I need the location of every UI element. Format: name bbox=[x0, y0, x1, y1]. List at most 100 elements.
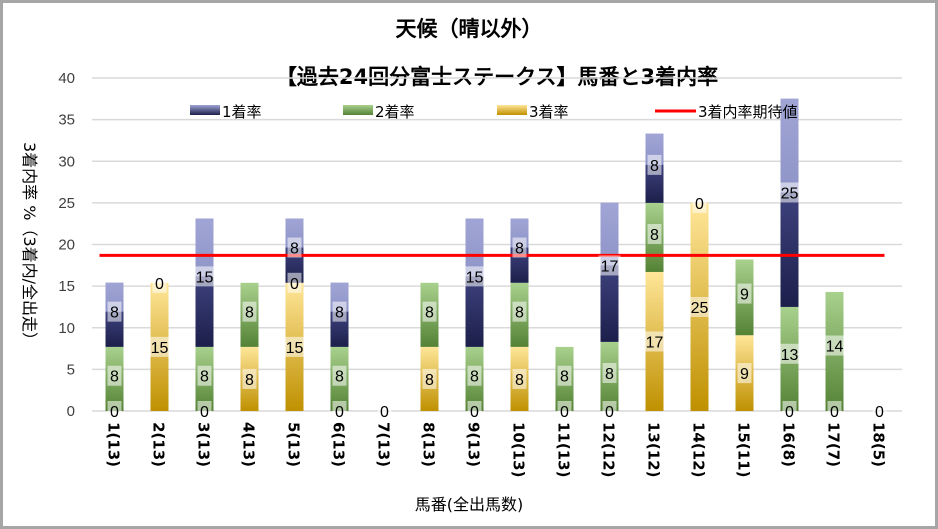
data-label-3rd: 9 bbox=[740, 366, 749, 383]
data-label-bg bbox=[463, 266, 486, 287]
data-label-bg bbox=[332, 365, 347, 386]
y-tick-label: 25 bbox=[58, 195, 75, 212]
legend-label-3rd: 3着率 bbox=[529, 103, 569, 121]
x-tick-label: 3(13) bbox=[195, 422, 213, 467]
bar-1st-highlight bbox=[465, 218, 484, 277]
data-label-bg bbox=[557, 365, 572, 386]
data-label-bg bbox=[647, 154, 662, 175]
x-tick-label: 11(13) bbox=[555, 422, 573, 477]
data-label-bg bbox=[242, 368, 257, 389]
data-label-2nd: 8 bbox=[425, 305, 434, 322]
data-label-bg bbox=[782, 401, 797, 421]
bar-1st-segment bbox=[780, 98, 799, 307]
data-label-bg bbox=[512, 301, 527, 322]
data-label-bg bbox=[737, 283, 752, 304]
data-label-3rd: 0 bbox=[335, 404, 344, 421]
data-label-2nd: 8 bbox=[200, 369, 209, 386]
data-label-bg bbox=[737, 363, 752, 384]
data-label-3rd: 25 bbox=[691, 300, 709, 317]
data-label-2nd: 8 bbox=[245, 305, 254, 322]
data-label-2nd: 8 bbox=[650, 227, 659, 244]
x-tick-label: 14(12) bbox=[690, 422, 708, 477]
legend-swatch-3rd bbox=[497, 105, 527, 115]
data-label-2nd: 0 bbox=[155, 276, 164, 293]
data-label-3rd: 0 bbox=[830, 404, 839, 421]
data-label-3rd: 0 bbox=[605, 404, 614, 421]
data-label-2nd: 8 bbox=[335, 369, 344, 386]
data-label-bg bbox=[148, 336, 171, 357]
data-label-2nd: 0 bbox=[695, 196, 704, 213]
data-label-1st: 8 bbox=[335, 305, 344, 322]
y-axis-title: 3着内率 %（3着内/全出走） bbox=[20, 142, 39, 348]
x-tick-label: 10(13) bbox=[510, 422, 528, 477]
legend: 1着率 2着率 3着率 3着内率期待値 bbox=[190, 103, 798, 121]
data-label-1st: 15 bbox=[196, 269, 214, 286]
data-label-bg bbox=[467, 365, 482, 386]
data-label-bg bbox=[107, 401, 122, 421]
data-label-3rd: 8 bbox=[425, 372, 434, 389]
data-label-bg bbox=[422, 368, 437, 389]
data-label-bg bbox=[287, 272, 302, 293]
y-tick-label: 30 bbox=[58, 153, 75, 170]
data-label-bg bbox=[107, 365, 122, 386]
x-tick-label: 2(13) bbox=[150, 422, 168, 467]
data-labels: 0 8 8 15 0 0 8 15 8 8 15 0 8 0 8 8 0 8 8 0 8 15 8 8 8 0 8 0 8 17 17 8 8 2… bbox=[107, 154, 887, 421]
x-tick-label: 4(13) bbox=[240, 422, 258, 467]
chart-title: 天候（晴以外） bbox=[396, 17, 543, 41]
data-label-bg bbox=[602, 401, 617, 421]
legend-swatch-2nd bbox=[343, 105, 373, 115]
x-tick-label: 9(13) bbox=[465, 422, 483, 467]
data-label-2nd: 8 bbox=[560, 369, 569, 386]
y-axis-ticks: 0 5 10 15 20 25 30 35 40 bbox=[58, 70, 75, 420]
data-label-3rd: 0 bbox=[110, 404, 119, 421]
data-label-2nd: 8 bbox=[605, 366, 614, 383]
x-tick-label: 12(12) bbox=[600, 422, 618, 477]
data-label-2nd: 8 bbox=[470, 369, 479, 386]
data-label-1st: 17 bbox=[601, 258, 619, 275]
data-label-bg bbox=[332, 301, 347, 322]
legend-label-1st: 1着率 bbox=[222, 103, 262, 121]
data-label-3rd: 8 bbox=[245, 372, 254, 389]
data-label-bg bbox=[377, 401, 392, 421]
data-label-1st: 8 bbox=[650, 158, 659, 175]
data-label-bg bbox=[197, 401, 212, 421]
data-label-bg bbox=[557, 401, 572, 421]
y-tick-label: 0 bbox=[67, 403, 75, 420]
data-label-3rd: 0 bbox=[470, 404, 479, 421]
bar-1st-highlight bbox=[600, 202, 619, 266]
data-label-bg bbox=[332, 401, 347, 421]
data-label-bg bbox=[287, 237, 302, 258]
data-label-3rd: 0 bbox=[785, 404, 794, 421]
data-label-bg bbox=[778, 182, 801, 203]
x-tick-label: 13(12) bbox=[645, 422, 663, 477]
y-tick-label: 35 bbox=[58, 112, 75, 129]
x-tick-label: 17(7) bbox=[825, 422, 843, 467]
data-label-bg bbox=[827, 401, 842, 421]
data-label-bg bbox=[193, 266, 216, 287]
y-tick-label: 10 bbox=[58, 320, 75, 337]
data-label-3rd: 0 bbox=[560, 404, 569, 421]
data-label-1st: 8 bbox=[290, 241, 299, 258]
x-tick-label: 15(11) bbox=[735, 422, 753, 477]
data-label-bg bbox=[643, 331, 666, 352]
data-label-bg bbox=[647, 223, 662, 244]
data-label-bg bbox=[422, 301, 437, 322]
legend-label-expected: 3着内率期待値 bbox=[698, 103, 798, 121]
data-label-1st: 8 bbox=[515, 241, 524, 258]
data-label-2nd: 8 bbox=[110, 369, 119, 386]
data-label-bg bbox=[283, 336, 306, 357]
y-tick-label: 20 bbox=[58, 237, 75, 254]
x-tick-label: 6(13) bbox=[330, 422, 348, 467]
data-label-bg bbox=[872, 401, 887, 421]
data-label-bg bbox=[602, 362, 617, 383]
x-axis-title: 馬番(全出馬数) bbox=[415, 495, 524, 514]
legend-label-2nd: 2着率 bbox=[375, 103, 415, 121]
data-label-3rd: 0 bbox=[875, 404, 884, 421]
data-label-bg bbox=[688, 296, 711, 317]
x-tick-label: 5(13) bbox=[285, 422, 303, 467]
chart-subtitle: 【過去24回分富士ステークス】馬番と3着内率 bbox=[276, 65, 718, 89]
data-label-3rd: 8 bbox=[515, 372, 524, 389]
data-label-bg bbox=[823, 335, 846, 356]
data-label-2nd: 13 bbox=[781, 347, 799, 364]
